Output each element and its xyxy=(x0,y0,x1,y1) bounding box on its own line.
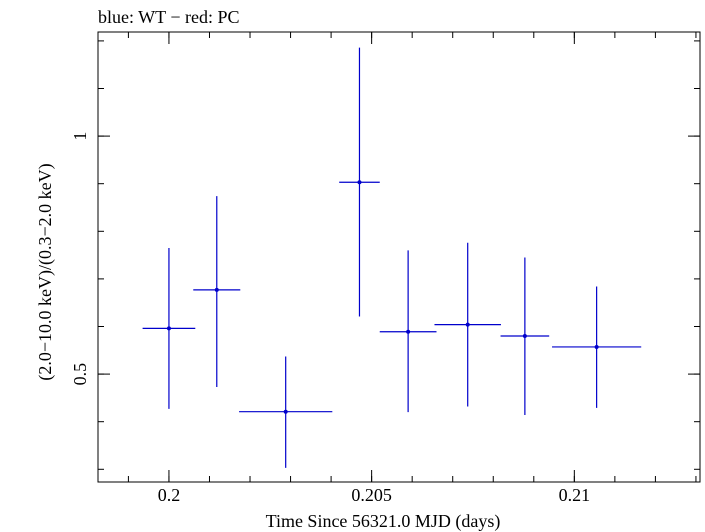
data-point xyxy=(379,250,437,413)
data-marker xyxy=(522,334,527,339)
data-marker xyxy=(465,322,470,327)
data-point xyxy=(339,47,380,317)
data-marker xyxy=(166,326,171,331)
x-tick-label: 0.2 xyxy=(158,485,181,505)
x-tick-label: 0.21 xyxy=(559,485,591,505)
y-tick-label: 0.5 xyxy=(70,363,90,386)
data-point xyxy=(434,242,501,407)
data-marker xyxy=(214,287,219,292)
data-point xyxy=(142,247,196,409)
plot-frame xyxy=(97,31,701,483)
y-axis-label: (2.0−10.0 keV)/(0.3−2.0 keV) xyxy=(35,163,56,380)
data-series xyxy=(142,47,642,468)
data-point xyxy=(552,286,642,408)
x-tick-label: 0.205 xyxy=(351,485,392,505)
y-axis: 0.51 xyxy=(70,40,700,470)
chart-title: blue: WT − red: PC xyxy=(98,7,239,27)
data-marker xyxy=(357,180,362,185)
x-axis-label: Time Since 56321.0 MJD (days) xyxy=(266,511,501,532)
data-marker xyxy=(594,344,599,349)
data-point xyxy=(193,196,241,387)
data-point xyxy=(500,257,550,416)
data-marker xyxy=(406,329,411,334)
data-marker xyxy=(283,409,288,414)
data-point xyxy=(239,356,333,468)
y-tick-label: 1 xyxy=(70,132,90,141)
x-axis: 0.2 0.205 0.21 xyxy=(127,32,697,505)
